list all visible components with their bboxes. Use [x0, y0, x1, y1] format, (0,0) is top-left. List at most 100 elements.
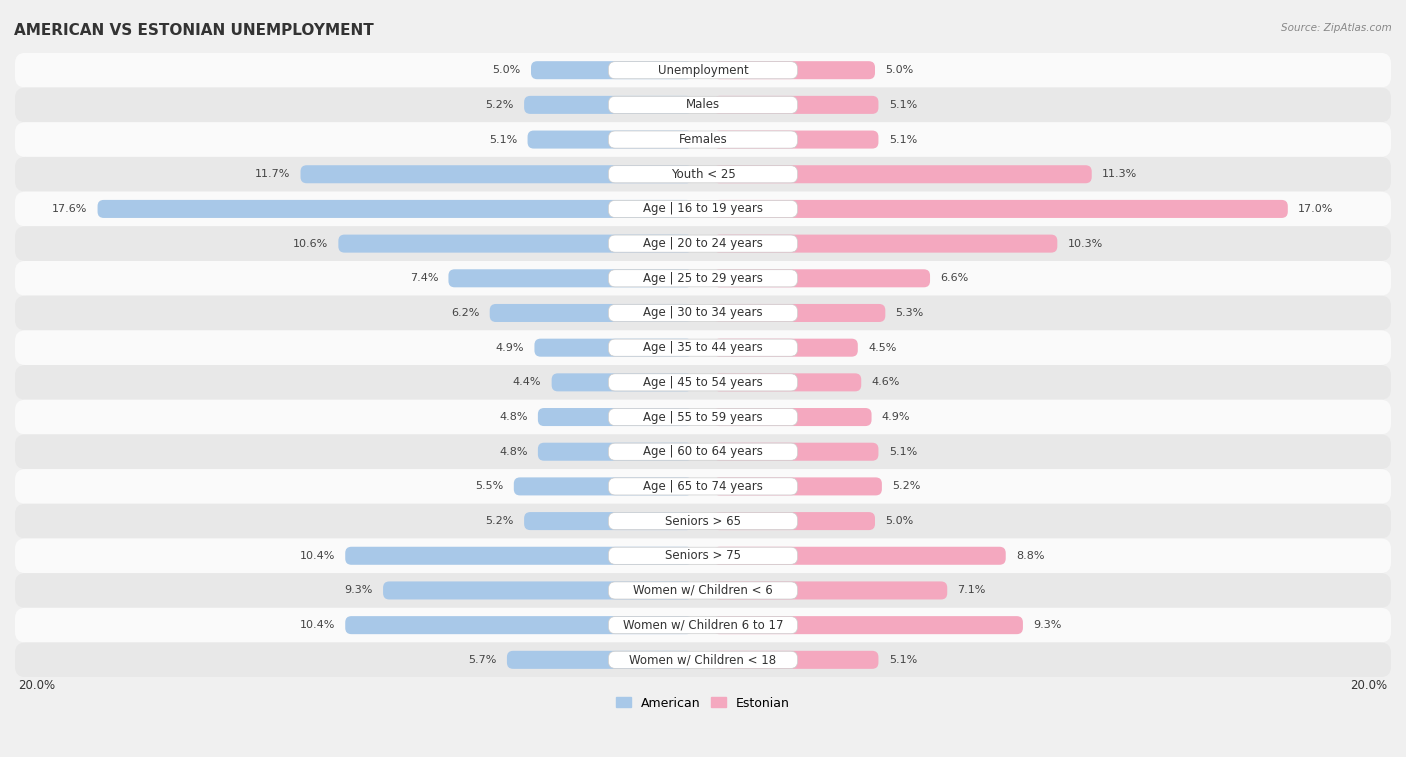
- FancyBboxPatch shape: [609, 443, 797, 460]
- FancyBboxPatch shape: [713, 200, 1288, 218]
- FancyBboxPatch shape: [538, 443, 693, 461]
- Text: 6.6%: 6.6%: [941, 273, 969, 283]
- FancyBboxPatch shape: [15, 365, 1391, 400]
- FancyBboxPatch shape: [609, 478, 797, 495]
- FancyBboxPatch shape: [713, 408, 872, 426]
- FancyBboxPatch shape: [15, 192, 1391, 226]
- Text: 6.2%: 6.2%: [451, 308, 479, 318]
- FancyBboxPatch shape: [15, 643, 1391, 678]
- Text: Age | 60 to 64 years: Age | 60 to 64 years: [643, 445, 763, 458]
- FancyBboxPatch shape: [713, 616, 1024, 634]
- FancyBboxPatch shape: [15, 226, 1391, 261]
- Text: Unemployment: Unemployment: [658, 64, 748, 76]
- FancyBboxPatch shape: [15, 538, 1391, 573]
- Text: Women w/ Children < 18: Women w/ Children < 18: [630, 653, 776, 666]
- FancyBboxPatch shape: [713, 338, 858, 357]
- FancyBboxPatch shape: [15, 88, 1391, 122]
- FancyBboxPatch shape: [609, 269, 797, 287]
- FancyBboxPatch shape: [15, 296, 1391, 330]
- Text: 4.5%: 4.5%: [868, 343, 897, 353]
- FancyBboxPatch shape: [538, 408, 693, 426]
- Text: Age | 30 to 34 years: Age | 30 to 34 years: [643, 307, 763, 319]
- Text: 4.4%: 4.4%: [513, 377, 541, 388]
- Text: 11.3%: 11.3%: [1102, 170, 1137, 179]
- FancyBboxPatch shape: [551, 373, 693, 391]
- FancyBboxPatch shape: [15, 573, 1391, 608]
- FancyBboxPatch shape: [713, 373, 862, 391]
- FancyBboxPatch shape: [713, 96, 879, 114]
- Text: 5.1%: 5.1%: [889, 447, 917, 456]
- FancyBboxPatch shape: [524, 512, 693, 530]
- FancyBboxPatch shape: [609, 201, 797, 217]
- FancyBboxPatch shape: [609, 616, 797, 634]
- FancyBboxPatch shape: [713, 478, 882, 495]
- FancyBboxPatch shape: [15, 122, 1391, 157]
- Text: 5.1%: 5.1%: [489, 135, 517, 145]
- FancyBboxPatch shape: [609, 409, 797, 425]
- FancyBboxPatch shape: [531, 61, 693, 79]
- FancyBboxPatch shape: [609, 166, 797, 182]
- FancyBboxPatch shape: [449, 269, 693, 288]
- Text: Age | 55 to 59 years: Age | 55 to 59 years: [643, 410, 763, 423]
- Text: 9.3%: 9.3%: [344, 585, 373, 596]
- Text: 7.1%: 7.1%: [957, 585, 986, 596]
- FancyBboxPatch shape: [713, 165, 1091, 183]
- FancyBboxPatch shape: [15, 469, 1391, 503]
- Text: 17.6%: 17.6%: [52, 204, 87, 214]
- Text: 5.2%: 5.2%: [485, 516, 513, 526]
- FancyBboxPatch shape: [713, 547, 1005, 565]
- FancyBboxPatch shape: [15, 400, 1391, 435]
- Text: 5.1%: 5.1%: [889, 100, 917, 110]
- Text: AMERICAN VS ESTONIAN UNEMPLOYMENT: AMERICAN VS ESTONIAN UNEMPLOYMENT: [14, 23, 374, 38]
- Text: 5.1%: 5.1%: [889, 655, 917, 665]
- Text: 20.0%: 20.0%: [1350, 679, 1388, 692]
- Text: Age | 45 to 54 years: Age | 45 to 54 years: [643, 376, 763, 389]
- Text: 10.4%: 10.4%: [299, 551, 335, 561]
- Text: Women w/ Children < 6: Women w/ Children < 6: [633, 584, 773, 597]
- FancyBboxPatch shape: [15, 330, 1391, 365]
- Text: 5.7%: 5.7%: [468, 655, 496, 665]
- Text: 4.9%: 4.9%: [882, 412, 910, 422]
- FancyBboxPatch shape: [609, 547, 797, 564]
- FancyBboxPatch shape: [524, 96, 693, 114]
- FancyBboxPatch shape: [609, 304, 797, 322]
- FancyBboxPatch shape: [713, 61, 875, 79]
- FancyBboxPatch shape: [713, 581, 948, 600]
- FancyBboxPatch shape: [97, 200, 693, 218]
- Text: 4.9%: 4.9%: [496, 343, 524, 353]
- FancyBboxPatch shape: [513, 478, 693, 495]
- Text: 17.0%: 17.0%: [1298, 204, 1333, 214]
- FancyBboxPatch shape: [713, 651, 879, 669]
- Text: Age | 25 to 29 years: Age | 25 to 29 years: [643, 272, 763, 285]
- Text: 10.6%: 10.6%: [292, 238, 328, 248]
- FancyBboxPatch shape: [382, 581, 693, 600]
- Legend: American, Estonian: American, Estonian: [612, 692, 794, 715]
- FancyBboxPatch shape: [346, 547, 693, 565]
- Text: Seniors > 75: Seniors > 75: [665, 550, 741, 562]
- FancyBboxPatch shape: [713, 235, 1057, 253]
- FancyBboxPatch shape: [609, 96, 797, 114]
- FancyBboxPatch shape: [713, 304, 886, 322]
- Text: Women w/ Children 6 to 17: Women w/ Children 6 to 17: [623, 618, 783, 631]
- Text: 4.8%: 4.8%: [499, 412, 527, 422]
- Text: 4.6%: 4.6%: [872, 377, 900, 388]
- Text: Age | 20 to 24 years: Age | 20 to 24 years: [643, 237, 763, 250]
- Text: 5.0%: 5.0%: [886, 65, 914, 75]
- FancyBboxPatch shape: [713, 269, 929, 288]
- FancyBboxPatch shape: [534, 338, 693, 357]
- Text: 7.4%: 7.4%: [409, 273, 439, 283]
- FancyBboxPatch shape: [301, 165, 693, 183]
- Text: Females: Females: [679, 133, 727, 146]
- FancyBboxPatch shape: [346, 616, 693, 634]
- FancyBboxPatch shape: [609, 512, 797, 530]
- Text: 5.5%: 5.5%: [475, 481, 503, 491]
- Text: 8.8%: 8.8%: [1017, 551, 1045, 561]
- Text: Age | 16 to 19 years: Age | 16 to 19 years: [643, 202, 763, 216]
- FancyBboxPatch shape: [508, 651, 693, 669]
- Text: Age | 65 to 74 years: Age | 65 to 74 years: [643, 480, 763, 493]
- FancyBboxPatch shape: [15, 435, 1391, 469]
- Text: Source: ZipAtlas.com: Source: ZipAtlas.com: [1281, 23, 1392, 33]
- Text: 5.2%: 5.2%: [893, 481, 921, 491]
- Text: 20.0%: 20.0%: [18, 679, 56, 692]
- Text: 5.0%: 5.0%: [886, 516, 914, 526]
